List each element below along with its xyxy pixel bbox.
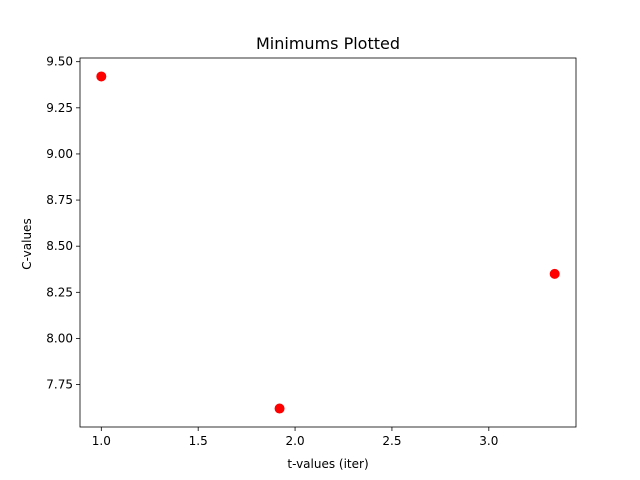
chart-title: Minimums Plotted bbox=[256, 34, 400, 53]
y-tick-label: 9.50 bbox=[46, 55, 73, 69]
data-point bbox=[549, 268, 560, 279]
y-tick-label: 9.00 bbox=[46, 147, 73, 161]
x-tick-label: 2.0 bbox=[286, 434, 305, 448]
x-tick-label: 1.0 bbox=[92, 434, 111, 448]
y-tick-label: 7.75 bbox=[46, 378, 73, 392]
data-point bbox=[274, 403, 285, 414]
y-tick-label: 8.00 bbox=[46, 331, 73, 345]
plot-background bbox=[80, 58, 576, 427]
y-tick-label: 9.25 bbox=[46, 101, 73, 115]
y-tick-label: 8.75 bbox=[46, 193, 73, 207]
x-axis-label: t-values (iter) bbox=[287, 457, 368, 471]
x-tick-label: 3.0 bbox=[479, 434, 498, 448]
x-tick-label: 1.5 bbox=[189, 434, 208, 448]
y-axis-label: C-values bbox=[20, 218, 34, 269]
data-point bbox=[96, 71, 107, 82]
x-tick-label: 2.5 bbox=[382, 434, 401, 448]
plot-area: 1.0 1.5 2.0 2.5 3.0 7.75 8.00 8.25 8.50 8.75 9.00 9… bbox=[46, 55, 577, 448]
y-tick-label: 8.25 bbox=[46, 285, 73, 299]
y-tick-label: 8.50 bbox=[46, 239, 73, 253]
plot-frame bbox=[79, 57, 577, 428]
